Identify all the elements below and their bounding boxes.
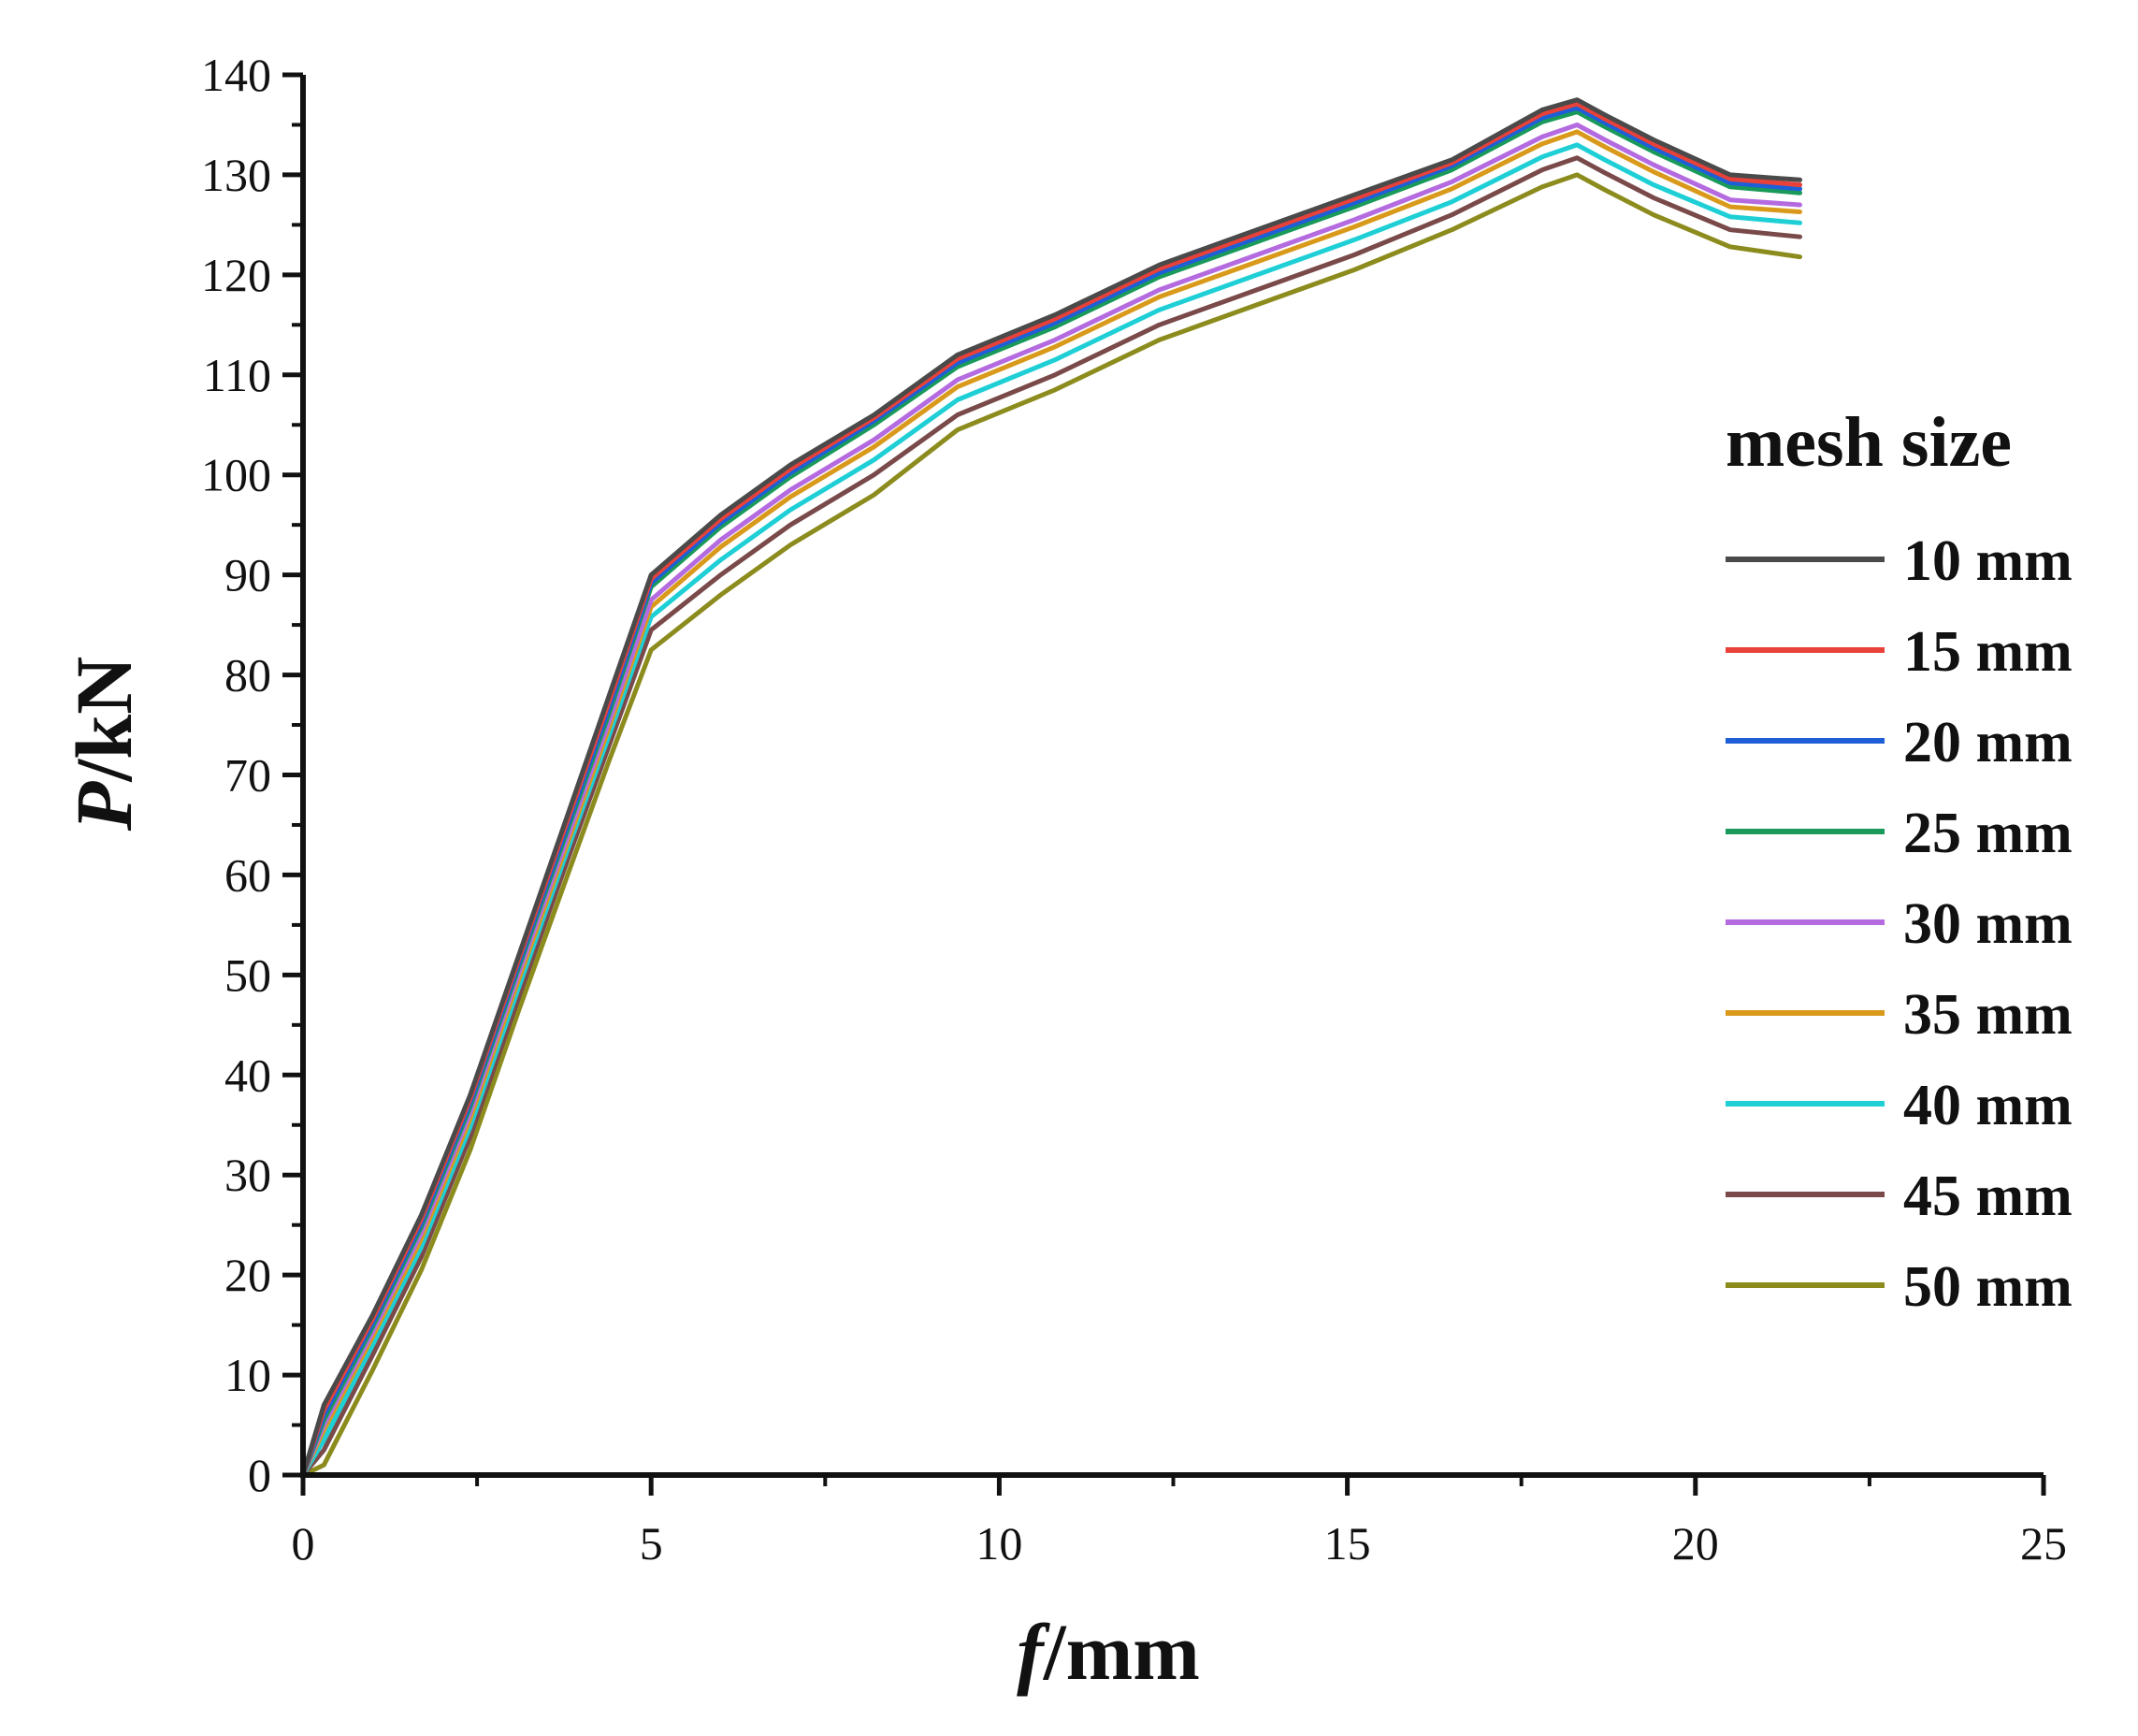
legend-item: 30 mm [1726, 892, 2073, 956]
y-tick-label: 30 [224, 1149, 271, 1201]
y-tick-label: 60 [224, 848, 271, 901]
y-tick-label: 90 [224, 549, 271, 601]
x-tick-label: 25 [2020, 1517, 2067, 1570]
series-layer [300, 97, 1802, 1478]
legend-item: 40 mm [1726, 1074, 2073, 1137]
series-line-45-mm [300, 155, 1802, 1478]
legend-label: 50 mm [1903, 1255, 2073, 1319]
y-axis-unit: /kN [59, 657, 149, 783]
x-tick-label: 10 [975, 1517, 1022, 1570]
legend-label: 35 mm [1903, 983, 2073, 1047]
y-tick-label: 70 [224, 749, 271, 802]
x-tick-label: 0 [292, 1517, 315, 1570]
legend-title: mesh size [1726, 403, 2012, 482]
legend-item: 45 mm [1726, 1165, 2073, 1228]
y-tick-label: 100 [201, 449, 271, 501]
y-tick-label: 0 [248, 1449, 271, 1501]
legend-item: 10 mm [1726, 529, 2073, 593]
y-tick-label: 130 [201, 149, 271, 201]
legend-label: 10 mm [1903, 529, 2073, 593]
y-axis-variable: P [59, 780, 149, 832]
x-axis-title: f/mm [1017, 1607, 1200, 1697]
legend-label: 20 mm [1903, 711, 2073, 774]
legend-label: 25 mm [1903, 802, 2073, 865]
legend-label: 15 mm [1903, 620, 2073, 684]
x-tick-label: 15 [1324, 1517, 1371, 1570]
legend-item: 15 mm [1726, 620, 2073, 684]
x-tick-label: 5 [640, 1517, 663, 1570]
legend-label: 40 mm [1903, 1074, 2073, 1137]
x-tick-label: 20 [1672, 1517, 1719, 1570]
y-tick-label: 10 [224, 1349, 271, 1401]
series-line-40-mm [300, 142, 1802, 1478]
y-tick-label: 110 [203, 349, 271, 401]
y-tick-label: 80 [224, 649, 271, 702]
legend-item: 50 mm [1726, 1255, 2073, 1319]
legend-item: 20 mm [1726, 711, 2073, 774]
series-line-50-mm [300, 172, 1802, 1478]
legend-label: 30 mm [1903, 892, 2073, 956]
legend-item: 25 mm [1726, 802, 2073, 865]
legend-items: 10 mm 15 mm 20 mm 25 mm 30 mm 35 mm 40 mm 45 mm… [1726, 529, 2073, 1319]
y-tick-label: 20 [224, 1249, 271, 1301]
y-axis-title: P/kN [59, 657, 149, 832]
labels-layer: 0 5 10 15 20 25 0 10 20 30 40 50 60 70 80 90 100 110 120 13… [201, 49, 2067, 1570]
y-tick-label: 40 [224, 1049, 271, 1101]
y-tick-label: 120 [201, 249, 271, 301]
series-line-10-mm [300, 97, 1802, 1478]
y-tick-label: 140 [201, 49, 271, 101]
legend-label: 45 mm [1903, 1165, 2073, 1228]
axes-layer [300, 75, 2044, 1478]
legend: mesh size 10 mm 15 mm 20 mm 25 mm 30 mm 35 mm… [1726, 403, 2073, 1319]
x-axis-unit: /mm [1043, 1607, 1200, 1697]
y-tick-label: 50 [224, 948, 271, 1001]
legend-item: 35 mm [1726, 983, 2073, 1047]
